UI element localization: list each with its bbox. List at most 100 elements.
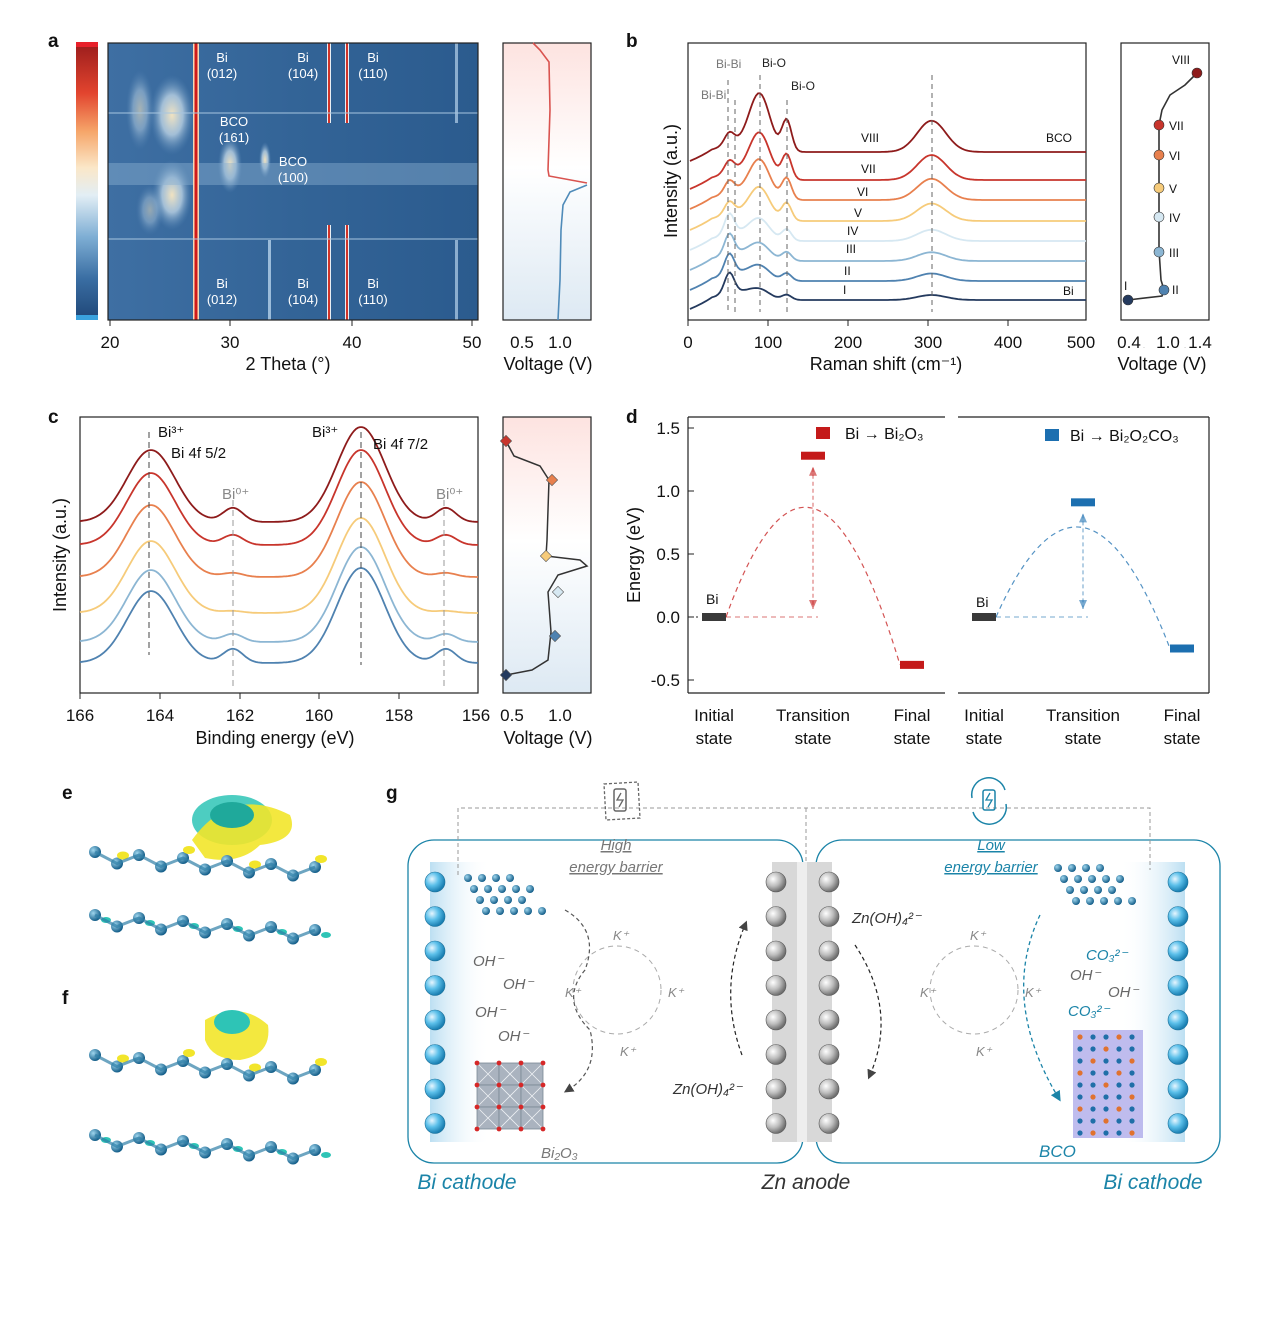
voltage-point-v [1153,182,1165,194]
energy-path-1 [995,526,1171,649]
high-barrier-line2: energy barrier [569,859,663,876]
svg-text:Bi → Bi₂O₂CO₃: Bi → Bi₂O₂CO₃ [1070,428,1179,445]
xrd-top-peak-1-hkl: (012) [207,66,237,81]
energy-xcat-5b: state [1065,729,1102,748]
xrd-voltage-xtick-0.5: 0.5 [510,333,534,352]
energy-diagram [702,451,1194,669]
cathode-atom-left-3 [424,975,446,996]
bco-atom-0-1 [1090,1034,1096,1040]
xrd-voltage-xlabel: Voltage (V) [503,354,592,374]
bco-atom-0-0 [1077,1034,1083,1040]
left-reaction-arrow [563,909,593,1093]
left-cathode-label: Bi cathode [417,1171,516,1194]
raman-voltage-xtick-1.0: 1.0 [1156,333,1180,352]
xrd-bco-peak-2-hkl: (100) [278,170,308,185]
cathode-atom-left-1 [424,906,446,927]
bco-atom-2-3 [1116,1058,1122,1064]
bco-atom-2-1 [1090,1058,1096,1064]
raman-curve-iii [689,232,1086,271]
latticeE-dens-10 [315,855,327,863]
panel-label-g: g [386,783,398,804]
anode-atom-right-7 [818,1113,840,1134]
voltage-label-vii: VII [1169,119,1184,133]
energy-xcat-3b: state [894,729,931,748]
xps-bi3-left: Bi³⁺ [158,424,184,441]
xps-voltage-point-5 [548,629,562,643]
bco-atom-5-0 [1077,1094,1083,1100]
bi-cluster-0-3-2 [510,907,518,915]
bco-atom-6-3 [1116,1106,1122,1112]
raman-curve-i [689,271,1086,310]
anode-atom-left-3 [765,975,787,996]
xrd-xtick-30: 30 [221,333,240,352]
bi-cluster-0-2-0 [476,896,484,904]
energy-arrow-down-0 [809,600,817,609]
voltage-label-i: I [1124,279,1127,293]
energy-legend-right: Bi → Bi₂O₂CO₃ [1045,428,1179,445]
raman-xtick-400: 400 [994,333,1022,352]
cathode-atom-left-5 [424,1044,446,1065]
cathode-atom-right-0 [1167,871,1189,893]
low-barrier-line1: Low [977,837,1006,854]
bi2o3-diag-1-2 [520,1084,544,1108]
raman-label-iv: IV [847,224,858,238]
bco-atom-3-1 [1090,1070,1096,1076]
bi-cluster-0-1-0 [470,885,478,893]
xps-xtick-160: 160 [305,706,333,725]
bco-atom-7-0 [1077,1118,1083,1124]
raman-xtick-100: 100 [754,333,782,352]
energy-xcat-6a: Final [1164,706,1201,725]
raman-label-vi: VI [857,185,868,199]
anode-atom-right-5 [818,1044,840,1065]
bco-atom-4-0 [1077,1082,1083,1088]
bi2o3-o-3-2 [518,1126,524,1132]
energy-xcat-1a: Initial [694,706,734,725]
xps-4f72-label: Bi 4f 7/2 [373,436,428,453]
raman-end-bi: Bi [1063,284,1074,298]
anode-atom-left-2 [765,940,787,962]
xps-xtick-166: 166 [66,706,94,725]
raman-xtick-0: 0 [683,333,692,352]
oh-ion-1: OH⁻ [473,953,505,970]
bi-cluster-1-2-2 [1094,886,1102,894]
panel-label-c: c [48,407,59,428]
raman-label-iii: III [846,242,856,256]
voltage-point-vi [1153,149,1165,161]
energy-bi-label-right: Bi [976,594,988,610]
bi-cluster-1-0-0 [1054,864,1062,872]
bi-cluster-1-3-0 [1072,897,1080,905]
cathode-atom-left-6 [424,1078,446,1100]
xps-xtick-158: 158 [385,706,413,725]
oh-ion-5: OH⁻ [1070,967,1102,984]
raman-bond-bibi-bottom: Bi-Bi [701,88,726,102]
xrd-heatmap [107,42,479,321]
energy-ytick-1.5: 1.5 [656,419,680,438]
raman-curve-ii [689,252,1086,291]
bco-atom-2-0 [1077,1058,1083,1064]
bco-atom-4-3 [1116,1082,1122,1088]
xps-curve-iii [79,546,479,643]
anode-atom-right-0 [818,871,840,893]
bco-atom-4-2 [1103,1082,1109,1088]
xrd-top-peak-2-hkl: (104) [288,66,318,81]
bi2o3-diag-1-1 [498,1084,522,1108]
bi-cluster-0-0-3 [506,874,514,882]
xrd-bottom-peak-2: Bi [297,276,309,291]
bi2o3-o-2-1 [496,1104,502,1110]
energy-xcat-3a: Final [894,706,931,725]
xps-voltage-xlabel: Voltage (V) [503,728,592,748]
bi2o3-o-1-3 [540,1082,546,1088]
raman-end-bco: BCO [1046,131,1072,145]
xrd-bco-peak-2: BCO [279,154,307,169]
energy-level-0-1 [801,451,825,460]
external-circuit [457,807,1151,875]
xps-bi3-right: Bi³⁺ [312,424,338,441]
bi2o3-o-1-2 [518,1082,524,1088]
cathode-atom-right-1 [1167,906,1189,927]
raman-curve-vii [689,131,1086,190]
bco-atom-1-4 [1129,1046,1135,1052]
latticeF-dens-4 [183,1049,195,1057]
energy-xcat-2a: Transition [776,706,850,725]
bco-atom-1-1 [1090,1046,1096,1052]
zincate-label-left: Zn(OH)₄²⁻ [672,1081,743,1098]
